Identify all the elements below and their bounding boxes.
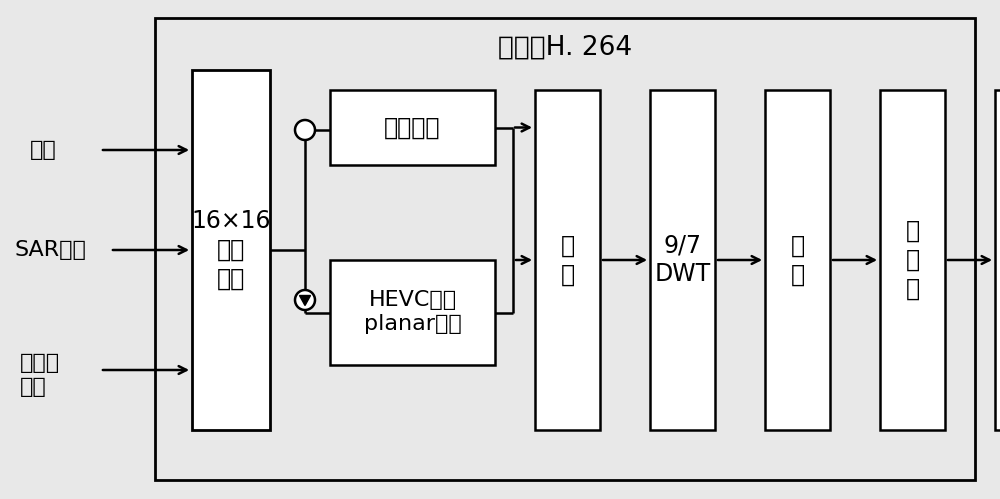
Bar (880, 90, 945, 430)
Bar (192, 70, 270, 430)
Bar (155, 18, 975, 480)
Text: 改进的H. 264: 改进的H. 264 (498, 35, 632, 61)
Bar (330, 260, 495, 365)
Bar (330, 90, 495, 165)
Text: 帧间预测: 帧间预测 (384, 115, 441, 140)
Text: 9/7
DWT: 9/7 DWT (654, 234, 711, 286)
Text: 重
排
序: 重 排 序 (905, 219, 920, 301)
Text: 残
差: 残 差 (560, 234, 575, 286)
Circle shape (295, 120, 315, 140)
Text: 量
化: 量 化 (790, 234, 805, 286)
Text: 视频: 视频 (30, 140, 57, 160)
Text: 16×16
宏块
划分: 16×16 宏块 划分 (191, 209, 271, 291)
Text: 高光谱
图像: 高光谱 图像 (20, 353, 60, 397)
Polygon shape (300, 295, 310, 305)
Bar (995, 90, 1000, 430)
Text: SAR图像: SAR图像 (15, 240, 87, 260)
Text: HEVC帧内
planar预测: HEVC帧内 planar预测 (364, 290, 461, 334)
Bar (535, 90, 600, 430)
Circle shape (295, 290, 315, 310)
Bar (650, 90, 715, 430)
Bar (765, 90, 830, 430)
